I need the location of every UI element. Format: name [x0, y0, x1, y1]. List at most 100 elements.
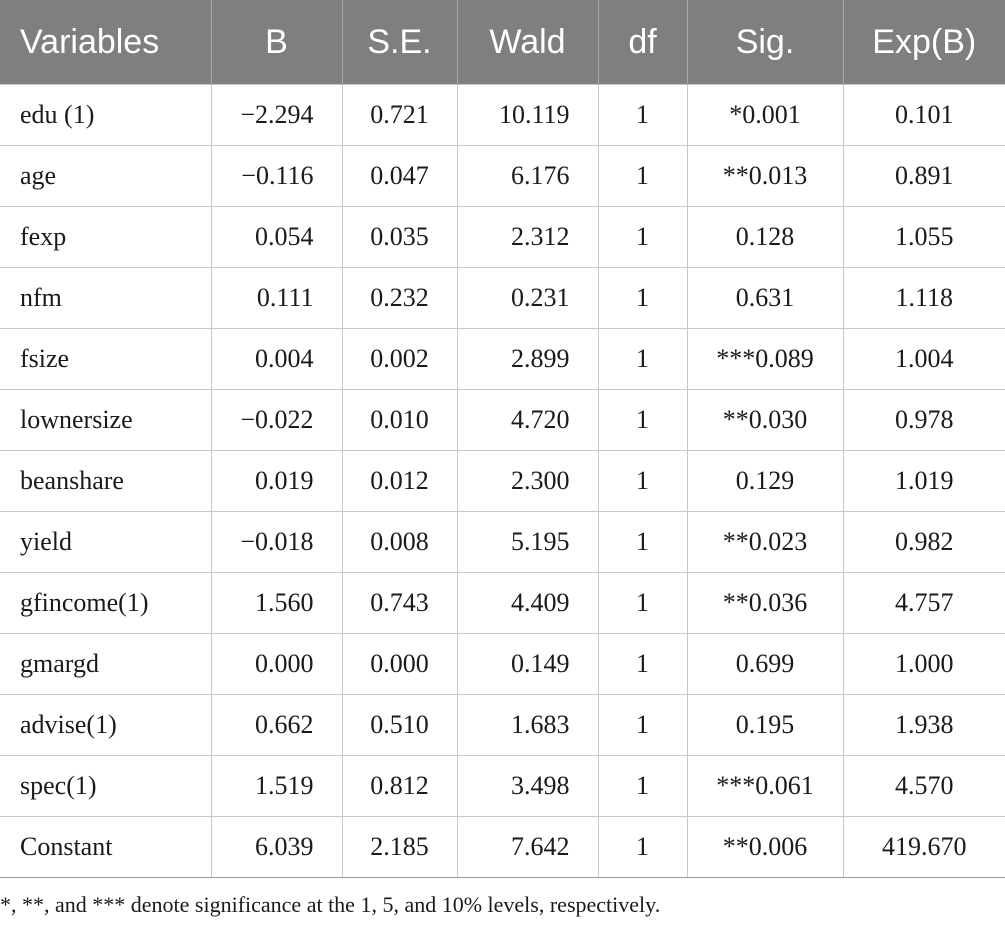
cell-sig: 0.128 [686, 206, 844, 268]
cell-df: 1 [597, 267, 688, 329]
table-row: beanshare 0.019 0.012 2.300 1 0.129 1.019 [0, 450, 1005, 512]
cell-wald: 0.231 [456, 267, 599, 329]
cell-wald: 3.498 [456, 755, 599, 817]
cell-b: 0.004 [210, 328, 343, 390]
cell-wald: 10.119 [456, 84, 599, 146]
cell-sig: **0.006 [686, 816, 844, 878]
cell-variable: fsize [0, 328, 212, 390]
cell-se: 0.010 [341, 389, 458, 451]
header-b: B [210, 0, 343, 85]
table-header-row: Variables B S.E. Wald df Sig. Exp(B) [0, 0, 1005, 85]
table-row: spec(1) 1.519 0.812 3.498 1 ***0.061 4.570 [0, 755, 1005, 817]
cell-variable: age [0, 145, 212, 207]
cell-expb: 1.118 [842, 267, 1005, 329]
cell-se: 0.035 [341, 206, 458, 268]
table-row: gfincome(1) 1.560 0.743 4.409 1 **0.036 4.757 [0, 572, 1005, 634]
header-variables: Variables [0, 0, 212, 85]
cell-b: 0.019 [210, 450, 343, 512]
cell-sig: **0.030 [686, 389, 844, 451]
cell-se: 0.510 [341, 694, 458, 756]
table-row: nfm 0.111 0.232 0.231 1 0.631 1.118 [0, 267, 1005, 329]
cell-wald: 2.899 [456, 328, 599, 390]
table-row: yield −0.018 0.008 5.195 1 **0.023 0.982 [0, 511, 1005, 573]
cell-df: 1 [597, 389, 688, 451]
results-table-container: Variables B S.E. Wald df Sig. Exp(B) edu… [0, 0, 1005, 878]
header-expb: Exp(B) [842, 0, 1005, 85]
cell-df: 1 [597, 633, 688, 695]
cell-wald: 6.176 [456, 145, 599, 207]
cell-sig: *0.001 [686, 84, 844, 146]
cell-df: 1 [597, 206, 688, 268]
table-row: fsize 0.004 0.002 2.899 1 ***0.089 1.004 [0, 328, 1005, 390]
cell-se: 0.812 [341, 755, 458, 817]
table-body: edu (1) −2.294 0.721 10.119 1 *0.001 0.101 age −… [0, 84, 1005, 878]
cell-se: 0.008 [341, 511, 458, 573]
cell-sig: **0.023 [686, 511, 844, 573]
cell-variable: edu (1) [0, 84, 212, 146]
table-row: age −0.116 0.047 6.176 1 **0.013 0.891 [0, 145, 1005, 207]
table-footnote: *, **, and *** denote significance at th… [0, 892, 661, 917]
cell-se: 0.002 [341, 328, 458, 390]
cell-sig: 0.195 [686, 694, 844, 756]
cell-b: 0.054 [210, 206, 343, 268]
cell-df: 1 [597, 328, 688, 390]
cell-se: 0.012 [341, 450, 458, 512]
cell-expb: 0.891 [842, 145, 1005, 207]
cell-expb: 1.004 [842, 328, 1005, 390]
cell-df: 1 [597, 511, 688, 573]
cell-variable: fexp [0, 206, 212, 268]
cell-expb: 0.101 [842, 84, 1005, 146]
cell-wald: 1.683 [456, 694, 599, 756]
cell-df: 1 [597, 816, 688, 878]
cell-se: 0.721 [341, 84, 458, 146]
cell-se: 0.743 [341, 572, 458, 634]
cell-df: 1 [597, 755, 688, 817]
cell-sig: ***0.061 [686, 755, 844, 817]
table-row: advise(1) 0.662 0.510 1.683 1 0.195 1.938 [0, 694, 1005, 756]
cell-expb: 419.670 [842, 816, 1005, 878]
cell-sig: ***0.089 [686, 328, 844, 390]
cell-b: −0.018 [210, 511, 343, 573]
cell-expb: 0.978 [842, 389, 1005, 451]
cell-variable: advise(1) [0, 694, 212, 756]
cell-b: 0.662 [210, 694, 343, 756]
cell-variable: Constant [0, 816, 212, 878]
table-row: fexp 0.054 0.035 2.312 1 0.128 1.055 [0, 206, 1005, 268]
cell-wald: 0.149 [456, 633, 599, 695]
cell-variable: lownersize [0, 389, 212, 451]
cell-wald: 4.720 [456, 389, 599, 451]
cell-expb: 1.019 [842, 450, 1005, 512]
cell-sig: **0.036 [686, 572, 844, 634]
cell-df: 1 [597, 572, 688, 634]
table-row: Constant 6.039 2.185 7.642 1 **0.006 419.670 [0, 816, 1005, 878]
cell-se: 0.000 [341, 633, 458, 695]
cell-wald: 4.409 [456, 572, 599, 634]
cell-wald: 7.642 [456, 816, 599, 878]
cell-df: 1 [597, 694, 688, 756]
cell-variable: nfm [0, 267, 212, 329]
cell-b: 0.111 [210, 267, 343, 329]
cell-df: 1 [597, 84, 688, 146]
cell-b: −0.116 [210, 145, 343, 207]
cell-b: 0.000 [210, 633, 343, 695]
cell-b: 1.560 [210, 572, 343, 634]
cell-sig: 0.129 [686, 450, 844, 512]
cell-expb: 1.938 [842, 694, 1005, 756]
cell-wald: 2.312 [456, 206, 599, 268]
cell-variable: beanshare [0, 450, 212, 512]
table-row: edu (1) −2.294 0.721 10.119 1 *0.001 0.101 [0, 84, 1005, 146]
cell-b: −2.294 [210, 84, 343, 146]
cell-variable: gfincome(1) [0, 572, 212, 634]
header-sig: Sig. [686, 0, 844, 85]
cell-variable: spec(1) [0, 755, 212, 817]
cell-b: 6.039 [210, 816, 343, 878]
cell-variable: gmargd [0, 633, 212, 695]
logistic-regression-table: Variables B S.E. Wald df Sig. Exp(B) edu… [0, 0, 1005, 878]
cell-se: 0.232 [341, 267, 458, 329]
cell-df: 1 [597, 145, 688, 207]
cell-expb: 1.000 [842, 633, 1005, 695]
cell-expb: 4.570 [842, 755, 1005, 817]
cell-sig: **0.013 [686, 145, 844, 207]
cell-expb: 4.757 [842, 572, 1005, 634]
cell-sig: 0.699 [686, 633, 844, 695]
